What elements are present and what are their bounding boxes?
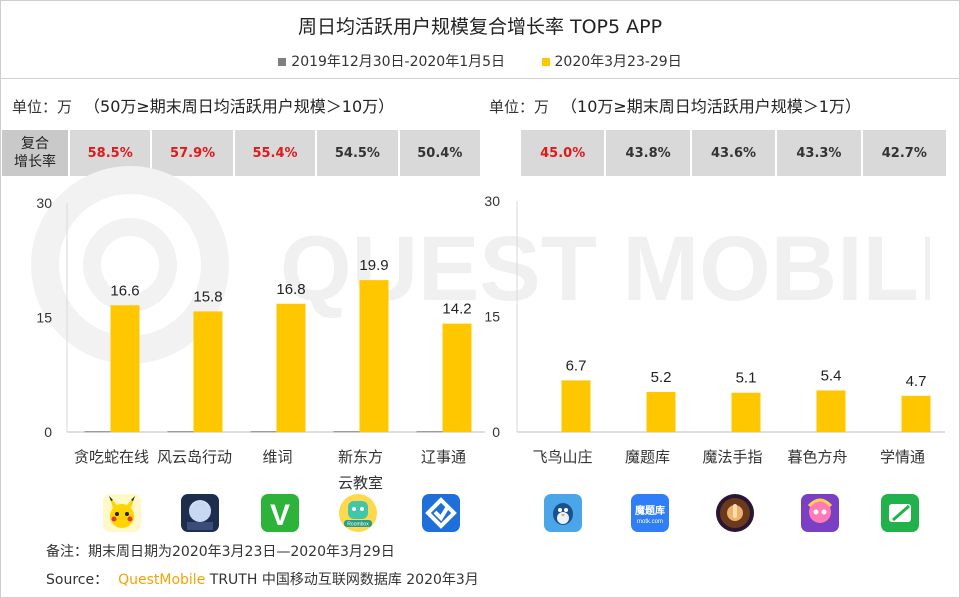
x-category-label: 贪吃蛇在线 bbox=[74, 448, 149, 466]
legend-item-period2: 2020年3月23-29日 bbox=[541, 51, 682, 71]
x-category-label: 新东方 bbox=[338, 448, 383, 466]
source-rest: TRUTH 中国移动互联网数据库 2020年3月 bbox=[209, 572, 479, 588]
right-growth-cell: 43.3% bbox=[777, 130, 863, 176]
right-unit-label: 单位：万 （10万≥期末周日均活跃用户规模＞1万） bbox=[489, 93, 861, 117]
legend-item-period1: 2019年12月30日-2020年1月5日 bbox=[278, 51, 505, 71]
y-tick-label: 15 bbox=[36, 310, 52, 326]
x-category-label: 云教室 bbox=[338, 474, 383, 492]
left-growth-cell: 58.5% bbox=[70, 130, 153, 176]
xueqingtong-app-icon bbox=[881, 494, 919, 532]
bar-period2 bbox=[731, 392, 761, 432]
legend-label-period2: 2020年3月23-29日 bbox=[554, 54, 682, 70]
x-category-label: 魔法手指 bbox=[702, 448, 762, 466]
bar-period2 bbox=[901, 395, 931, 432]
left-unit-text: 单位：万 bbox=[12, 98, 73, 116]
x-category-label: 辽事通 bbox=[421, 448, 466, 466]
twilight-ark-app-icon bbox=[801, 494, 839, 532]
bar-period2 bbox=[276, 303, 306, 432]
header-separator bbox=[0, 78, 960, 79]
svg-text:Roombox: Roombox bbox=[347, 522, 369, 528]
right-growth-row: 45.0% 43.8% 43.6% 43.3% 42.7% bbox=[521, 130, 946, 176]
right-unit-text: 单位：万 bbox=[489, 98, 550, 116]
right-growth-cell: 45.0% bbox=[521, 130, 607, 176]
x-category-label: 维词 bbox=[262, 448, 292, 466]
bar-period1 bbox=[333, 431, 360, 433]
svg-text:motk.com: motk.com bbox=[637, 519, 663, 525]
legend-swatch-yellow bbox=[541, 58, 550, 66]
bar-period2 bbox=[193, 311, 223, 432]
source-brand: QuestMobile bbox=[118, 572, 206, 588]
y-tick-label: 30 bbox=[484, 193, 500, 209]
chart-title: 周日均活跃用户规模复合增长率 TOP5 APP bbox=[297, 16, 663, 38]
footnote: 备注：期末周日期为2020年3月23日—2020年3月29日 bbox=[46, 544, 395, 560]
y-tick-label: 0 bbox=[44, 424, 52, 440]
left-growth-cell: 50.4% bbox=[417, 145, 463, 161]
bar-period2 bbox=[359, 280, 389, 432]
right-growth-cell: 42.7% bbox=[881, 145, 927, 161]
data-label: 19.9 bbox=[359, 257, 388, 274]
y-tick-label: 15 bbox=[484, 309, 500, 325]
data-label: 6.7 bbox=[566, 357, 587, 374]
data-label: 5.2 bbox=[651, 369, 672, 386]
right-growth-cell: 43.6% bbox=[692, 130, 778, 176]
data-label: 16.6 bbox=[110, 282, 139, 299]
data-label: 5.1 bbox=[736, 370, 757, 387]
bar-period2 bbox=[442, 323, 472, 432]
bar-period1 bbox=[167, 431, 194, 433]
bar-period1 bbox=[84, 431, 111, 433]
x-category-label: 魔题库 bbox=[625, 448, 670, 466]
bar-period2 bbox=[110, 305, 140, 432]
roombox-app-icon: Roombox bbox=[339, 494, 377, 532]
bar-period2 bbox=[816, 390, 846, 432]
y-tick-label: 30 bbox=[36, 195, 52, 211]
bar-period2 bbox=[561, 380, 591, 432]
source-line: Source： QuestMobile TRUTH 中国移动互联网数据库 2020… bbox=[46, 569, 479, 589]
right-growth-cell: 43.8% bbox=[606, 130, 692, 176]
data-label: 4.7 bbox=[906, 373, 927, 390]
left-growth-cell: 54.5% bbox=[317, 130, 400, 176]
y-tick-label: 0 bbox=[492, 424, 500, 440]
left-growth-cell: 57.9% bbox=[152, 130, 235, 176]
data-label: 15.8 bbox=[193, 288, 222, 305]
bird-manor-app-icon bbox=[544, 494, 582, 532]
right-panel-subtitle: （10万≥期末周日均活跃用户规模＞1万） bbox=[561, 97, 861, 116]
motiku-app-icon: 魔题库 motk.com bbox=[631, 494, 669, 532]
legend: 2019年12月30日-2020年1月5日 2020年3月23-29日 bbox=[0, 51, 960, 71]
growth-header-line1: 复合 bbox=[21, 136, 49, 152]
left-unit-label: 单位：万 （50万≥期末周日均活跃用户规模＞10万） bbox=[12, 93, 394, 117]
bar-period2 bbox=[646, 391, 676, 432]
bar-period1 bbox=[416, 431, 443, 433]
windcloud-island-app-icon bbox=[181, 494, 219, 532]
x-category-label: 飞鸟山庄 bbox=[532, 448, 592, 466]
x-category-label: 学情通 bbox=[880, 448, 925, 466]
magic-finger-app-icon bbox=[716, 494, 754, 532]
liaoshitong-app-icon bbox=[422, 494, 460, 532]
left-panel-subtitle: （50万≥期末周日均活跃用户规模＞10万） bbox=[84, 97, 395, 116]
data-label: 5.4 bbox=[821, 367, 842, 384]
x-category-label: 暮色方舟 bbox=[787, 448, 847, 466]
data-label: 16.8 bbox=[276, 281, 305, 298]
weici-app-icon: V bbox=[261, 494, 299, 532]
svg-text:V: V bbox=[270, 499, 290, 532]
x-category-label: 风云岛行动 bbox=[157, 448, 232, 466]
data-label: 14.2 bbox=[442, 301, 471, 318]
bar-period1 bbox=[250, 431, 277, 433]
pikachu-app-icon bbox=[103, 494, 141, 532]
source-prefix: Source： bbox=[46, 572, 109, 588]
svg-text:魔题库: 魔题库 bbox=[635, 504, 665, 517]
legend-label-period1: 2019年12月30日-2020年1月5日 bbox=[291, 54, 506, 70]
left-growth-cell: 55.4% bbox=[235, 130, 318, 176]
legend-swatch-gray bbox=[278, 58, 287, 66]
